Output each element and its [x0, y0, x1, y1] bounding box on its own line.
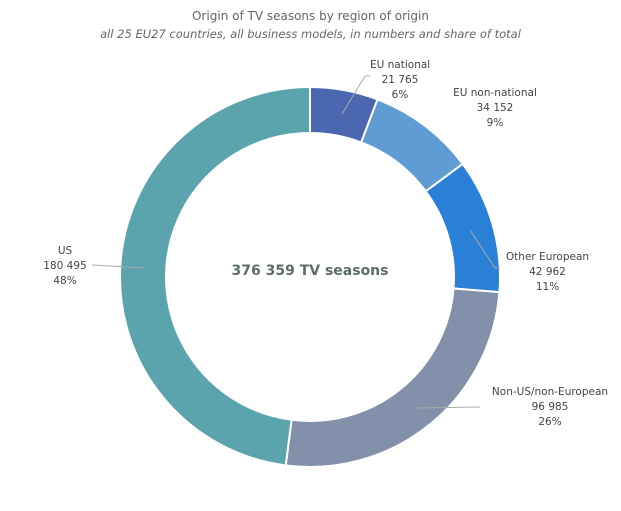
chart-subtitle: all 25 EU27 countries, all business mode…	[100, 27, 521, 41]
leader-line	[91, 264, 146, 269]
label-other-european: Other European 42 962 11%	[505, 251, 590, 293]
label-us: US 180 495 48%	[43, 245, 87, 287]
slice-non-us-non-european	[284, 287, 501, 468]
chart-title: Origin of TV seasons by region of origin	[192, 9, 429, 23]
center-label: 376 359 TV seasons	[231, 263, 389, 279]
leader-line	[469, 229, 500, 269]
leader-line	[414, 406, 481, 409]
slice-other-european	[424, 162, 501, 294]
leader-line	[341, 75, 370, 115]
label-eu-non-national: EU non-national 34 152 9%	[453, 87, 537, 129]
label-eu-national: EU national 21 765 6%	[370, 59, 431, 101]
slice-us	[118, 85, 311, 467]
label-non-us: Non-US/non-European 96 985 26%	[491, 386, 609, 428]
